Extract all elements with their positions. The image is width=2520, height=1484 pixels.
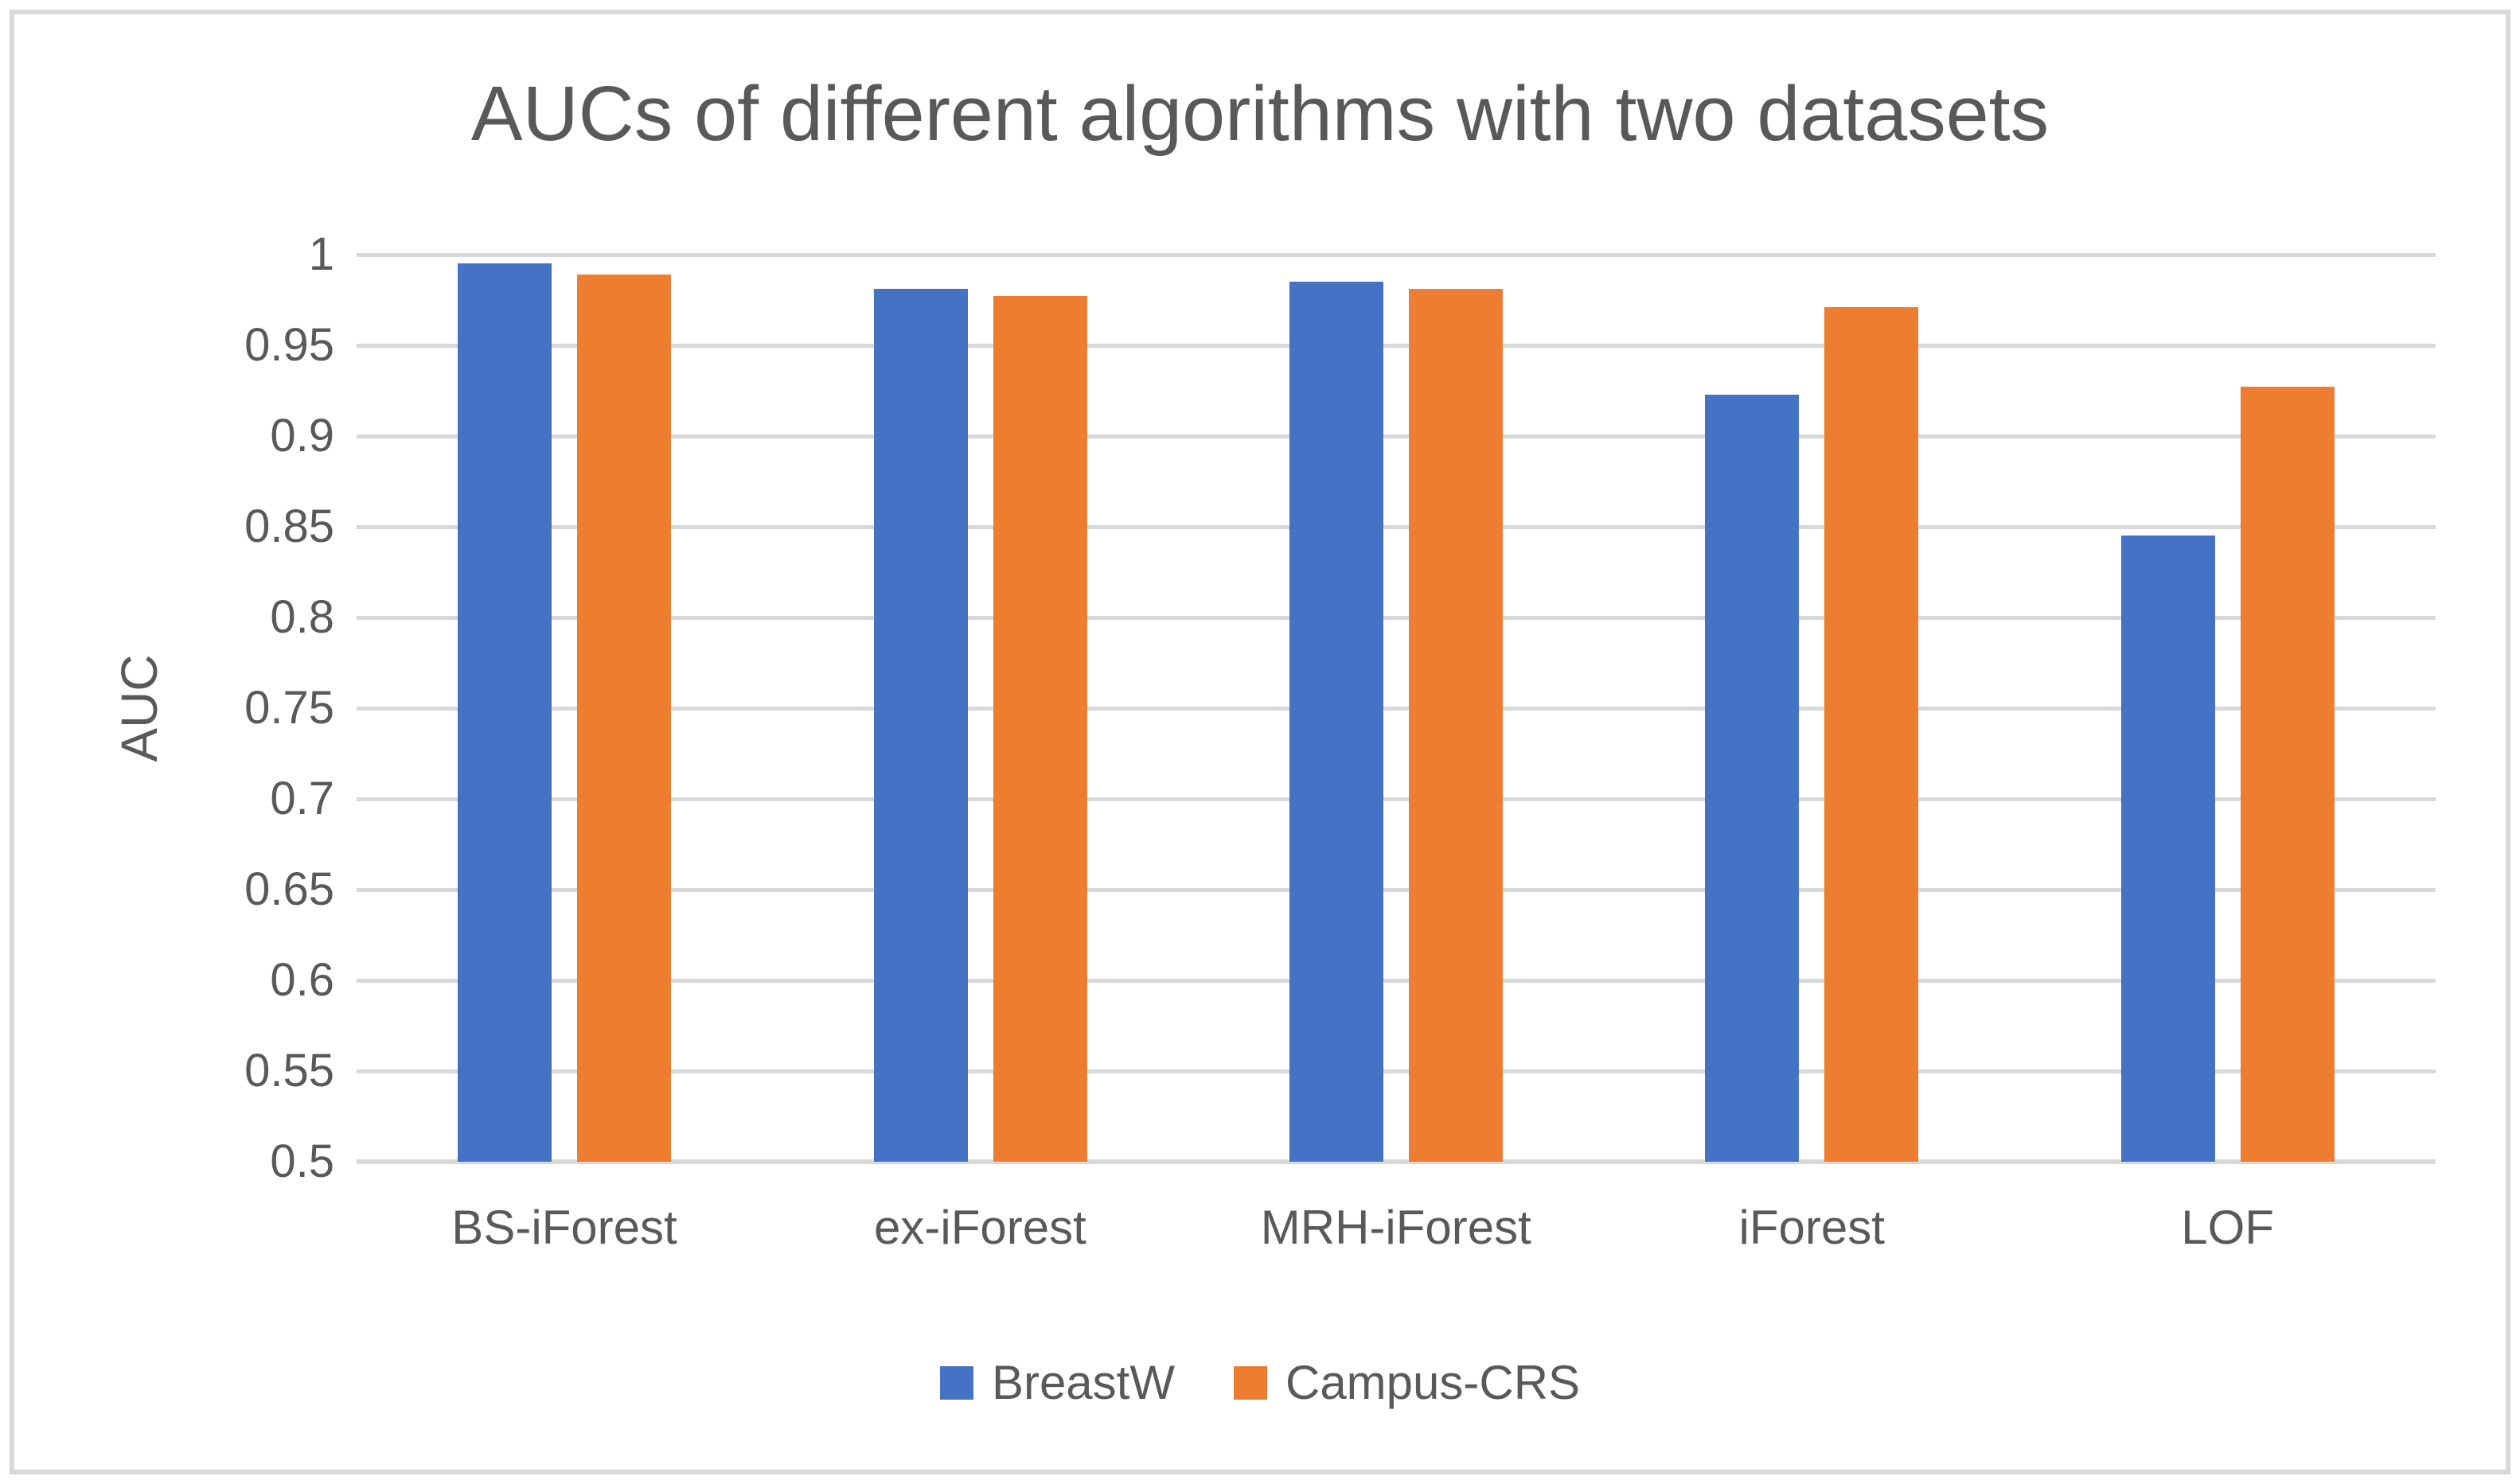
y-tick-label: 0.7: [270, 773, 334, 824]
bar-breastw-bs-iforest: [458, 263, 552, 1162]
y-tick-label: 0.55: [244, 1045, 334, 1096]
gridline: [357, 252, 2436, 257]
y-tick-label: 0.9: [270, 410, 334, 462]
y-tick-label: 0.65: [244, 863, 334, 915]
x-axis-line: [357, 1159, 2436, 1164]
bar-breastw-iforest: [1705, 394, 1800, 1162]
bar-breastw-lof: [2120, 536, 2215, 1162]
x-category-label-bs-iforest: BS-iForest: [451, 1201, 677, 1254]
x-category-label-lof: LOF: [2181, 1201, 2274, 1254]
legend-label: Campus-CRS: [1285, 1356, 1581, 1409]
y-tick-label: 0.8: [270, 591, 334, 643]
x-category-label-mrh-iforest: MRH-iForest: [1260, 1201, 1531, 1254]
plot-area: [357, 252, 2436, 1164]
y-tick-label: 1: [308, 228, 334, 280]
gridline: [357, 797, 2436, 801]
legend-item-campus-crs: Campus-CRS: [1233, 1355, 1581, 1410]
gridline: [357, 524, 2436, 529]
gridline: [357, 706, 2436, 711]
y-tick-label: 0.85: [244, 501, 334, 552]
bar-campus-crs-ex-iforest: [993, 296, 1087, 1162]
gridline: [357, 978, 2436, 983]
bar-breastw-mrh-iforest: [1289, 282, 1383, 1162]
gridline: [357, 887, 2436, 892]
y-tick-label: 0.95: [244, 319, 334, 371]
y-tick-label: 0.75: [244, 682, 334, 734]
chart-title: AUCs of different algorithms with two da…: [470, 70, 2050, 157]
legend: BreastW Campus-CRS: [0, 1355, 2520, 1410]
legend-item-breastw: BreastW: [939, 1355, 1175, 1410]
y-tick-label: 0.6: [270, 954, 334, 1006]
bar-breastw-ex-iforest: [873, 289, 968, 1162]
bar-campus-crs-lof: [2240, 387, 2335, 1162]
legend-label: BreastW: [991, 1356, 1175, 1409]
gridline: [357, 615, 2436, 620]
gridline: [357, 343, 2436, 348]
y-tick-label: 0.5: [270, 1135, 334, 1187]
gridline: [357, 1069, 2436, 1073]
bar-campus-crs-bs-iforest: [577, 275, 672, 1162]
bar-campus-crs-iforest: [1824, 307, 1919, 1162]
x-category-label-iforest: iForest: [1738, 1201, 1885, 1254]
legend-swatch-icon: [939, 1365, 973, 1400]
bar-campus-crs-mrh-iforest: [1409, 289, 1503, 1162]
legend-swatch-icon: [1233, 1365, 1267, 1400]
gridline: [357, 434, 2436, 438]
x-category-label-ex-iforest: ex-iForest: [874, 1201, 1086, 1254]
